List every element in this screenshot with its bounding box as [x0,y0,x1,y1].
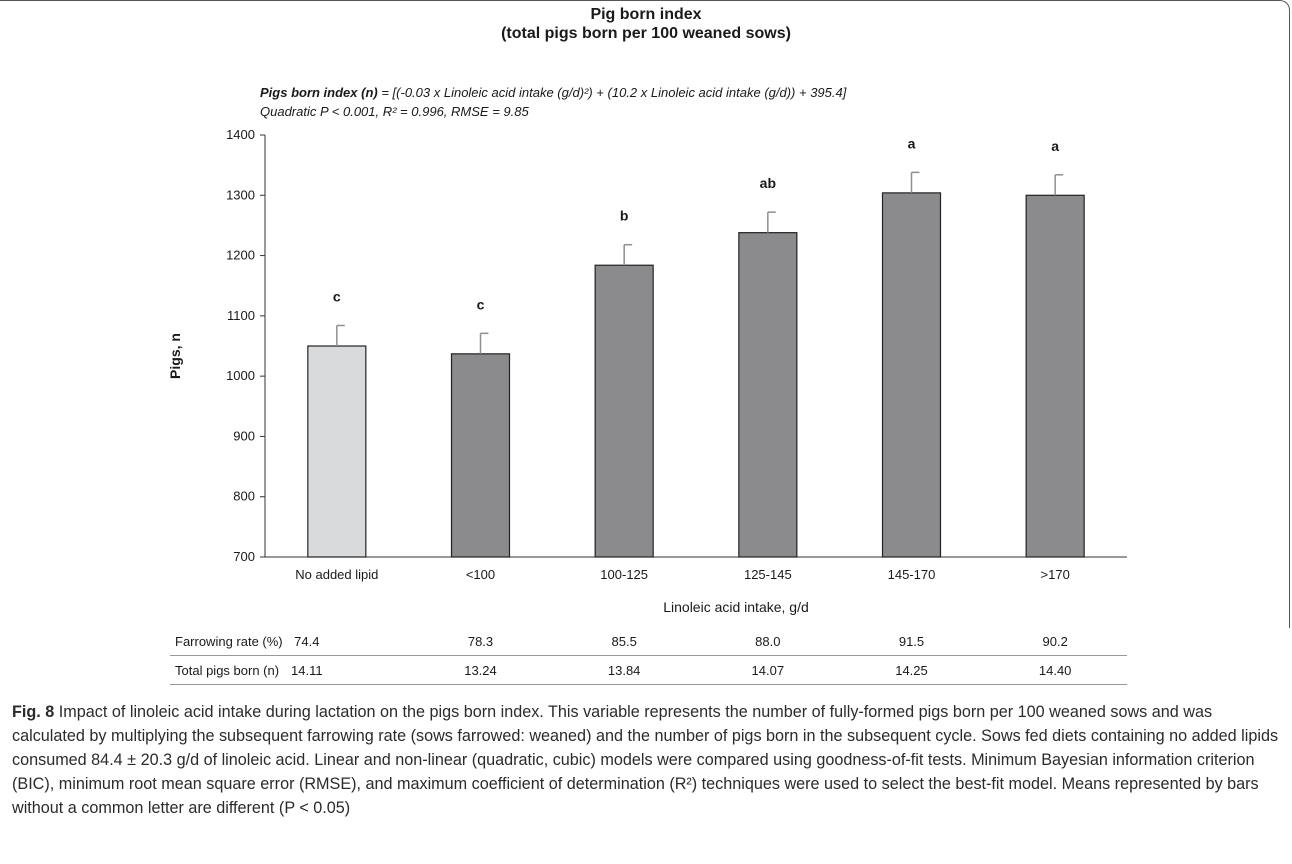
x-tick-label: No added lipid [295,567,378,582]
y-tick-label: 1300 [226,187,255,202]
figure-number: Fig. 8 [12,703,55,721]
figure-frame [0,0,1290,628]
y-tick-label: 900 [233,428,255,443]
chart-subtitle: (total pigs born per 100 weaned sows) [501,25,791,42]
x-tick-label: 145-170 [888,567,936,582]
y-tick-label: 1100 [227,308,255,323]
bar-chart: 700 800 900 1000 1100 1200 1300 1400 Pigs, n Lino… [167,127,1127,615]
table-cell: 13.24 [464,663,497,678]
figure-caption: Fig. 8 Impact of linoleic acid intake du… [12,700,1280,820]
table-cell: 14.07 [751,663,785,678]
significance-letter: a [908,135,916,151]
y-axis-label: Pigs, n [167,333,183,379]
table-cell: 90.2 [1042,634,1068,649]
equation-line-2: Quadratic P < 0.001, R² = 0.996, RMSE = … [260,104,529,119]
x-tick-label: 125-145 [744,567,792,582]
chart-title: Pig born index [590,6,702,23]
table-row-label: Farrowing rate (%) [175,634,283,649]
table-cell: 78.3 [467,634,494,649]
equation-bold: Pigs born index (n) [260,85,378,100]
table-cell: 91.5 [898,634,925,649]
significance-letter: c [333,289,341,305]
significance-letter: b [620,208,629,224]
y-tick-label: 700 [233,549,255,564]
significance-letter: ab [760,175,776,191]
significance-letter: c [477,296,485,312]
table-cell: 13.84 [607,663,641,678]
table-row-label: Total pigs born (n) [175,663,280,678]
bar [594,264,654,558]
table-cell: 14.40 [1038,663,1072,678]
x-tick-label: >170 [1041,567,1070,582]
table-cell: 88.0 [755,634,781,649]
equation-line-1: Pigs born index (n) = [(-0.03 x Linoleic… [260,85,846,100]
bar [881,192,942,558]
bar [450,353,511,558]
table-cell: 14.25 [895,663,928,678]
caption-text: Impact of linoleic acid intake during la… [12,703,1279,817]
x-tick-label: 100-125 [600,567,648,582]
x-tick-label: <100 [466,567,495,582]
bar [1025,194,1085,558]
y-tick-label: 1200 [226,248,255,263]
table-rule-middle [170,655,1127,656]
table-rule-bottom [170,684,1127,685]
table-cell: 85.5 [611,634,637,649]
bar [307,345,367,558]
y-tick-label: 1000 [226,368,255,383]
y-tick-label: 800 [233,489,255,504]
significance-letter: a [1051,138,1059,154]
bar [738,232,798,558]
y-tick-label: 1400 [226,127,255,142]
table-cell: 74.4 [294,634,320,649]
table-cell: 14.11 [291,663,323,678]
equation-rest: = [(-0.03 x Linoleic acid intake (g/d)²)… [377,85,847,100]
x-axis-label: Linoleic acid intake, g/d [663,599,809,615]
